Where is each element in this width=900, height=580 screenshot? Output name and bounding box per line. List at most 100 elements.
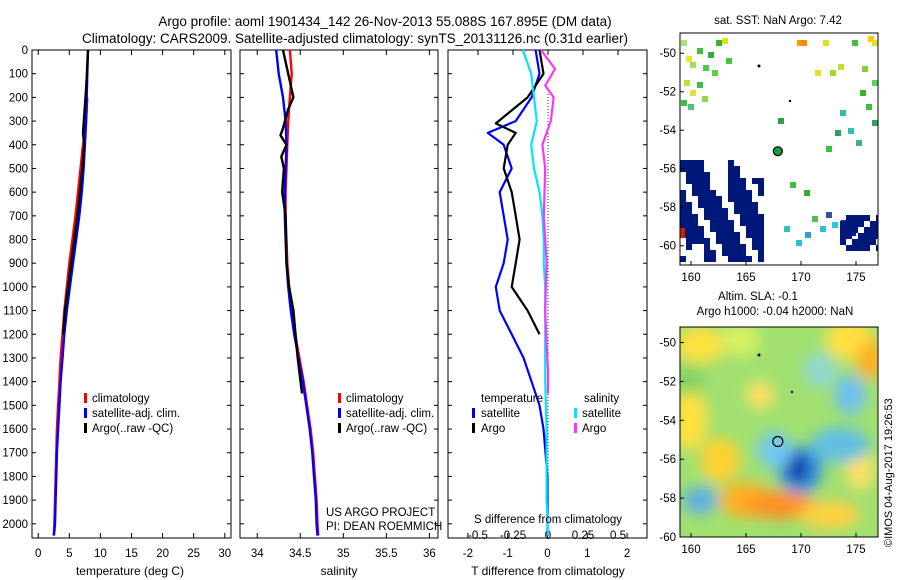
sst-cell	[680, 214, 686, 220]
legend-label-climatology: climatology	[346, 393, 404, 405]
sst-cell	[703, 65, 709, 71]
x-tick-label: 15	[125, 548, 138, 560]
sst-cell	[856, 140, 862, 146]
map-x-tick-label: 175	[846, 544, 865, 556]
temperature-x-ticks: 0 5 10 15 20 25 30	[32, 49, 231, 560]
sst-cell	[796, 240, 802, 246]
sst-cell	[840, 233, 846, 239]
sst-cell	[870, 227, 876, 233]
sla-anomaly	[810, 427, 870, 463]
depth-tick-label: 1000	[2, 282, 28, 294]
sla-anomaly	[788, 454, 808, 482]
sst-cell	[846, 227, 852, 233]
sst-cell	[698, 178, 704, 184]
series-line-satellite-adj-clim	[52, 49, 90, 536]
sst-cell	[680, 208, 686, 214]
sst-cell	[740, 214, 746, 220]
map-y-tick-label: -60	[659, 532, 676, 544]
sla-anomaly	[800, 501, 860, 529]
sst-cell	[832, 222, 838, 228]
sst-cell	[690, 90, 696, 96]
sst-map-title: sat. SST: NaN Argo: 7.42	[714, 15, 842, 27]
sst-cell	[804, 190, 810, 196]
sst-map-frame	[679, 32, 879, 266]
sst-map-axes: 160 165 170 175 -50 -52 -54 -56 -58 -60	[659, 48, 865, 284]
depth-tick-label: 800	[9, 235, 28, 247]
sst-cell	[746, 196, 752, 202]
sla-map-field	[680, 327, 878, 529]
map-y-tick-label: -54	[659, 415, 676, 427]
sst-cell	[728, 160, 734, 166]
sst-cell	[726, 58, 732, 64]
sst-cell	[815, 70, 821, 76]
sst-cell	[704, 184, 710, 190]
x-tick-label: 2	[624, 548, 630, 560]
sst-cell	[752, 178, 758, 184]
sst-cell	[846, 215, 852, 221]
sst-cell	[710, 196, 716, 202]
sst-cell	[681, 100, 687, 106]
sst-map-cells	[680, 36, 878, 262]
sst-cell	[716, 40, 722, 46]
sst-cell	[698, 232, 704, 238]
x-tick-label: 34	[251, 548, 264, 560]
sst-cell	[758, 220, 764, 226]
sst-cell	[698, 166, 704, 172]
map-y-tick-label: -50	[659, 338, 676, 350]
title-line-1: Argo profile: aoml 1901434_142 26-Nov-20…	[158, 14, 611, 29]
legend-label-argo: Argo(..raw -QC)	[346, 423, 427, 435]
depth-tick-label: 900	[9, 258, 28, 270]
sst-cell	[710, 220, 716, 226]
sst-cell	[752, 214, 758, 220]
sst-cell	[746, 190, 752, 196]
sst-cell	[734, 202, 740, 208]
depth-tick-label: 0	[22, 45, 28, 57]
map-y-tick-label: -58	[659, 202, 676, 214]
sst-cell	[840, 239, 846, 245]
depth-tick-label: 1400	[2, 377, 28, 389]
sst-cell	[734, 196, 740, 202]
sst-cell	[704, 190, 710, 196]
sla-anomaly	[856, 340, 878, 380]
sst-cell	[680, 220, 686, 226]
sst-cell	[728, 172, 734, 178]
sla-map-frame	[679, 326, 879, 538]
sst-cell	[680, 202, 686, 208]
s-tick-label: -0.5	[468, 530, 488, 542]
sst-cell	[686, 56, 692, 62]
sst-cell	[746, 220, 752, 226]
sst-cell	[752, 202, 758, 208]
legend-swatch-s-argo	[574, 423, 577, 433]
x-tick-label: 36	[423, 548, 436, 560]
x-tick-label: 5	[66, 548, 72, 560]
sst-float-marker	[757, 64, 761, 68]
map-x-tick-label: 175	[846, 272, 865, 284]
sst-cell	[716, 202, 722, 208]
legend-title-salinity: salinity	[584, 393, 619, 405]
series-line-salinity-satellite	[521, 49, 550, 536]
sst-cell	[716, 232, 722, 238]
sst-cell	[686, 166, 692, 172]
difference-series	[486, 49, 557, 536]
x-tick-label: 0	[35, 548, 41, 560]
salinity-x-label: salinity	[321, 564, 358, 578]
sla-float-marker	[790, 390, 794, 394]
x-tick-label: 1	[584, 548, 590, 560]
sst-cell	[712, 70, 718, 76]
sst-cell	[805, 232, 811, 238]
sst-cell	[876, 221, 878, 227]
map-y-tick-label: -52	[659, 376, 676, 388]
sst-cell	[698, 238, 704, 244]
legend-label-t-argo: Argo	[481, 423, 505, 435]
map-y-tick-label: -50	[659, 48, 676, 60]
legend-title-temperature: temperature	[481, 393, 543, 405]
sst-cell	[740, 250, 746, 256]
sst-cell	[758, 232, 764, 238]
sst-cell	[746, 256, 752, 262]
sst-cell	[728, 244, 734, 250]
sst-cell	[704, 244, 710, 250]
sst-cell	[852, 239, 858, 245]
x-tick-label: -1	[503, 548, 513, 560]
sst-cell	[734, 172, 740, 178]
